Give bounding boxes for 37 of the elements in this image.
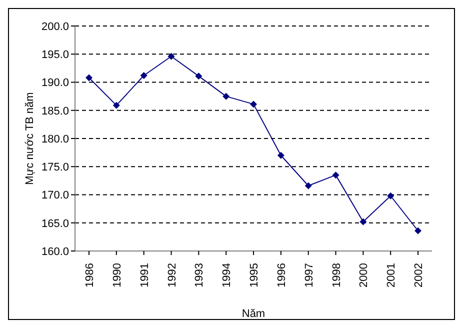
x-tick-label: 2000 (358, 263, 370, 288)
point (414, 227, 422, 234)
x-tick-label: 1993 (194, 263, 206, 288)
x-axis-title: Năm (242, 308, 266, 320)
x-tick-label: 1995 (248, 263, 260, 288)
y-tick-label: 170.0 (41, 190, 69, 202)
point (168, 52, 175, 60)
x-tick-label: 2002 (413, 263, 425, 288)
y-tick-label: 180.0 (41, 133, 69, 146)
y-tick-label: 190.0 (41, 77, 69, 90)
x-tick-label: 1997 (303, 263, 316, 288)
point (112, 102, 120, 109)
y-tick-label: 165.0 (41, 218, 69, 230)
point (86, 74, 92, 82)
x-tick-label: 1990 (111, 263, 124, 288)
point (332, 172, 340, 179)
y-axis-title: Mực nước TB năm (24, 92, 36, 185)
point (387, 192, 394, 200)
point (195, 72, 202, 80)
y-tick-label: 195.0 (41, 49, 69, 62)
y-tick-label: 185.0 (41, 105, 69, 118)
y-tick-label: 175.0 (41, 162, 69, 174)
x-tick-label: 1998 (330, 263, 343, 288)
x-tick-label: 1994 (221, 263, 234, 288)
x-tick-label: 1986 (84, 263, 96, 288)
x-tick-label: 1996 (276, 263, 288, 288)
x-tick-label: 1992 (166, 263, 178, 288)
y-tick-label: 200.0 (41, 20, 69, 33)
point (250, 100, 257, 108)
x-tick-label: 1991 (138, 263, 151, 288)
point (277, 152, 284, 159)
x-tick-label: 2001 (386, 263, 398, 288)
point (140, 72, 148, 79)
point (304, 182, 312, 190)
point (222, 92, 230, 100)
y-tick-label: 160.0 (41, 246, 69, 258)
point (360, 218, 367, 226)
